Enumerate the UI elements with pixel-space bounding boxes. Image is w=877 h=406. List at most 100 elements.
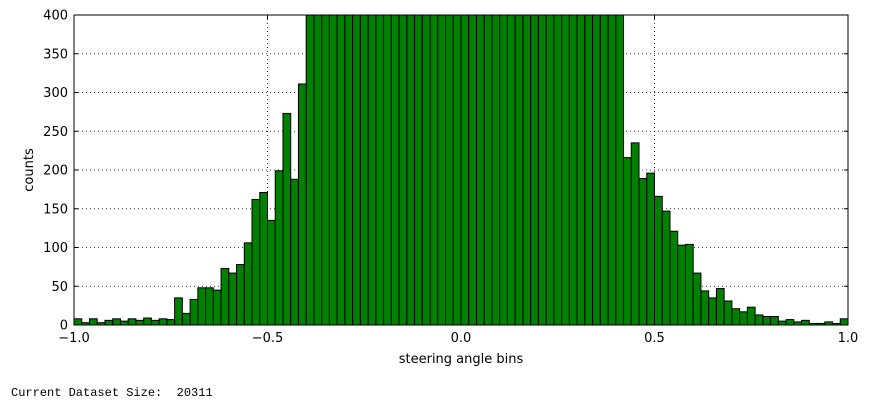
histogram-bar bbox=[313, 14, 323, 326]
histogram-bar bbox=[197, 287, 207, 326]
histogram-bar bbox=[135, 319, 145, 326]
histogram-bar bbox=[174, 297, 183, 326]
x-tick-label: 0.5 bbox=[644, 331, 665, 346]
histogram-bar bbox=[785, 319, 795, 326]
y-axis-label: counts bbox=[22, 148, 37, 192]
histogram-bar bbox=[421, 14, 431, 326]
y-tick-label: 200 bbox=[43, 164, 68, 179]
histogram-bar bbox=[367, 14, 377, 326]
histogram-bar bbox=[661, 210, 671, 326]
histogram-bar bbox=[677, 244, 686, 326]
histogram-bar bbox=[143, 317, 152, 326]
axis-ticks: −1.0 −0.5 0.0 0.5 1.0 0 50 100 150 200 250 300 350 40… bbox=[43, 9, 858, 347]
histogram-bar bbox=[715, 288, 725, 326]
histogram-bar bbox=[499, 14, 508, 326]
histogram-bar bbox=[119, 320, 129, 326]
histogram-bar bbox=[406, 14, 416, 326]
histogram-bar bbox=[359, 14, 369, 326]
histogram-bar bbox=[259, 191, 269, 326]
histogram-bar bbox=[150, 319, 160, 326]
dataset-size-value: 20311 bbox=[176, 386, 213, 400]
histogram-bar bbox=[336, 14, 346, 326]
histogram-bar bbox=[104, 319, 114, 326]
histogram-bar bbox=[506, 14, 516, 326]
histogram-bar bbox=[522, 14, 532, 326]
histogram-bar bbox=[754, 314, 764, 326]
histogram-bar bbox=[483, 14, 493, 326]
grid-lines bbox=[74, 15, 848, 325]
histogram-bar bbox=[251, 198, 261, 326]
histogram-bar bbox=[305, 14, 315, 326]
dataset-size-label: Current Dataset Size: bbox=[11, 386, 163, 400]
histogram-bar bbox=[576, 14, 586, 326]
y-tick-label: 250 bbox=[43, 125, 68, 140]
histogram-bar bbox=[839, 318, 849, 326]
histogram-bar bbox=[414, 14, 423, 326]
histogram-bar bbox=[700, 290, 710, 326]
histogram-bar bbox=[460, 14, 470, 326]
histogram-bar bbox=[228, 272, 238, 326]
histogram-bar bbox=[236, 264, 245, 326]
histogram-bar bbox=[220, 267, 230, 326]
histogram-bar bbox=[530, 14, 539, 326]
histogram-bar bbox=[445, 14, 454, 326]
histogram-bar bbox=[684, 243, 694, 326]
histogram-bar bbox=[708, 297, 717, 326]
histogram-bar bbox=[429, 14, 439, 326]
histogram-bar bbox=[669, 230, 679, 326]
histogram-bar bbox=[189, 298, 199, 326]
histogram-bar bbox=[166, 319, 176, 326]
histogram-bar bbox=[375, 14, 385, 326]
histogram-bar bbox=[801, 319, 810, 326]
histogram-bar bbox=[777, 320, 787, 326]
histogram-bar bbox=[328, 14, 338, 326]
histogram-bar bbox=[553, 14, 563, 326]
histogram-bar bbox=[654, 195, 663, 326]
histogram-bar bbox=[731, 308, 741, 326]
histogram-bar bbox=[321, 14, 330, 326]
y-tick-label: 100 bbox=[43, 241, 68, 256]
histogram-bar bbox=[243, 242, 253, 326]
histogram-bar bbox=[607, 14, 617, 326]
histogram-bar bbox=[615, 14, 625, 326]
y-tick-label: 400 bbox=[43, 9, 68, 24]
x-tick-label: −1.0 bbox=[58, 331, 90, 346]
histogram-bar bbox=[646, 172, 656, 326]
histogram-bar bbox=[205, 287, 214, 326]
y-tick-label: 0 bbox=[60, 319, 68, 334]
y-tick-label: 350 bbox=[43, 47, 68, 62]
histogram-bar bbox=[692, 272, 702, 326]
histogram-bar bbox=[561, 14, 570, 326]
histogram-bar bbox=[158, 318, 168, 326]
histogram-bar bbox=[468, 14, 477, 326]
x-tick-label: 1.0 bbox=[838, 331, 859, 346]
histogram-bar bbox=[437, 14, 447, 326]
histogram-bar bbox=[599, 14, 609, 326]
histogram-bar bbox=[475, 14, 485, 326]
x-tick-label: −0.5 bbox=[252, 331, 284, 346]
histogram-bar bbox=[398, 14, 408, 326]
histogram-bar bbox=[352, 14, 361, 326]
histogram-bar bbox=[723, 300, 733, 326]
histogram-bar bbox=[592, 14, 601, 326]
histogram-bar bbox=[282, 112, 292, 326]
histogram-bar bbox=[537, 14, 547, 326]
histogram-bar bbox=[568, 14, 578, 326]
y-tick-label: 50 bbox=[51, 280, 68, 295]
histogram-bar bbox=[623, 157, 632, 326]
histogram-bar bbox=[73, 318, 83, 326]
histogram-bar bbox=[746, 306, 756, 326]
histogram-bar bbox=[584, 14, 594, 326]
x-tick-label: 0.0 bbox=[451, 331, 472, 346]
histogram-bar bbox=[770, 315, 779, 326]
histogram-bar bbox=[274, 170, 284, 326]
histogram-bar bbox=[739, 311, 748, 326]
dataset-size-line: Current Dataset Size: 20311 bbox=[11, 386, 213, 400]
histogram-bar bbox=[212, 289, 222, 326]
y-tick-label: 150 bbox=[43, 202, 68, 217]
histogram-bar bbox=[545, 14, 555, 326]
histogram-bar bbox=[390, 14, 400, 326]
histogram-bar bbox=[112, 318, 121, 326]
histogram-bar bbox=[267, 219, 276, 326]
